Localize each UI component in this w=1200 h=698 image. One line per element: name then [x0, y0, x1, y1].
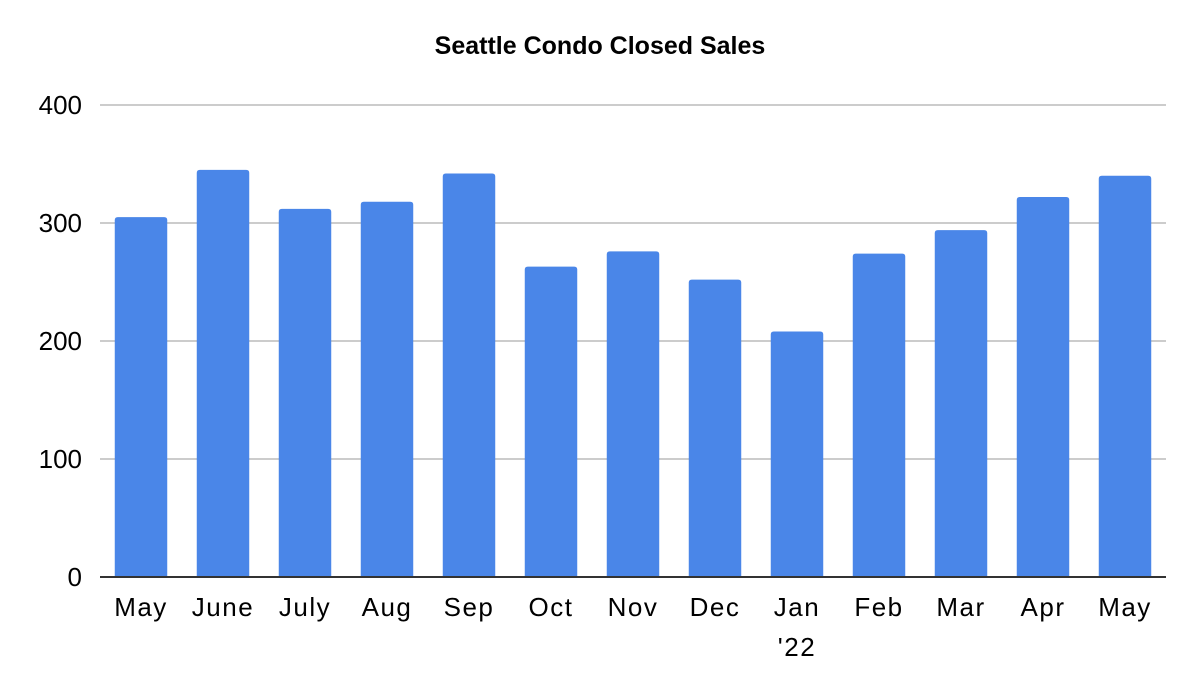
bar-june-1 [196, 169, 250, 577]
bar-jan-22-8 [770, 331, 824, 577]
x-tick-label: Mar [936, 592, 985, 622]
x-tick-label: July [279, 592, 331, 622]
x-tick-label: Oct [529, 592, 574, 622]
bar-nov-6 [606, 251, 660, 577]
x-tick-label: May [114, 592, 168, 622]
bar-aug-3 [360, 201, 414, 577]
bar-july-2 [278, 208, 332, 577]
x-tick-label: Apr [1021, 592, 1066, 622]
bar-dec-7 [688, 279, 742, 577]
y-tick-label: 400 [39, 90, 82, 120]
x-tick-label: Feb [854, 592, 903, 622]
bars [114, 169, 1152, 578]
bar-sep-4 [442, 173, 496, 577]
bar-may-0 [114, 217, 168, 577]
y-tick-label: 200 [39, 326, 82, 356]
x-tick-label: June [192, 592, 254, 622]
chart-title: Seattle Condo Closed Sales [434, 32, 766, 60]
y-tick-label: 300 [39, 208, 82, 238]
x-tick-label: Dec [690, 592, 741, 622]
x-axis-ticks: May June July Aug Sep Oct Nov Dec Jan '22 Feb Mar Ap… [114, 592, 1152, 662]
y-tick-label: 100 [39, 444, 82, 474]
bar-oct-5 [524, 266, 578, 577]
bar-may-12 [1098, 175, 1152, 578]
x-tick-label: Jan [774, 592, 820, 622]
y-tick-label: 0 [68, 562, 82, 592]
bar-apr-11 [1016, 197, 1070, 578]
x-tick-sublabel: '22 [778, 632, 816, 662]
x-tick-label: Nov [608, 592, 659, 622]
x-tick-label: May [1098, 592, 1152, 622]
x-tick-label: Aug [362, 592, 413, 622]
x-tick-label: Sep [444, 592, 495, 622]
bar-mar-10 [934, 230, 988, 577]
bar-feb-9 [852, 253, 906, 577]
y-axis-ticks: 0 100 200 300 400 [39, 90, 82, 592]
